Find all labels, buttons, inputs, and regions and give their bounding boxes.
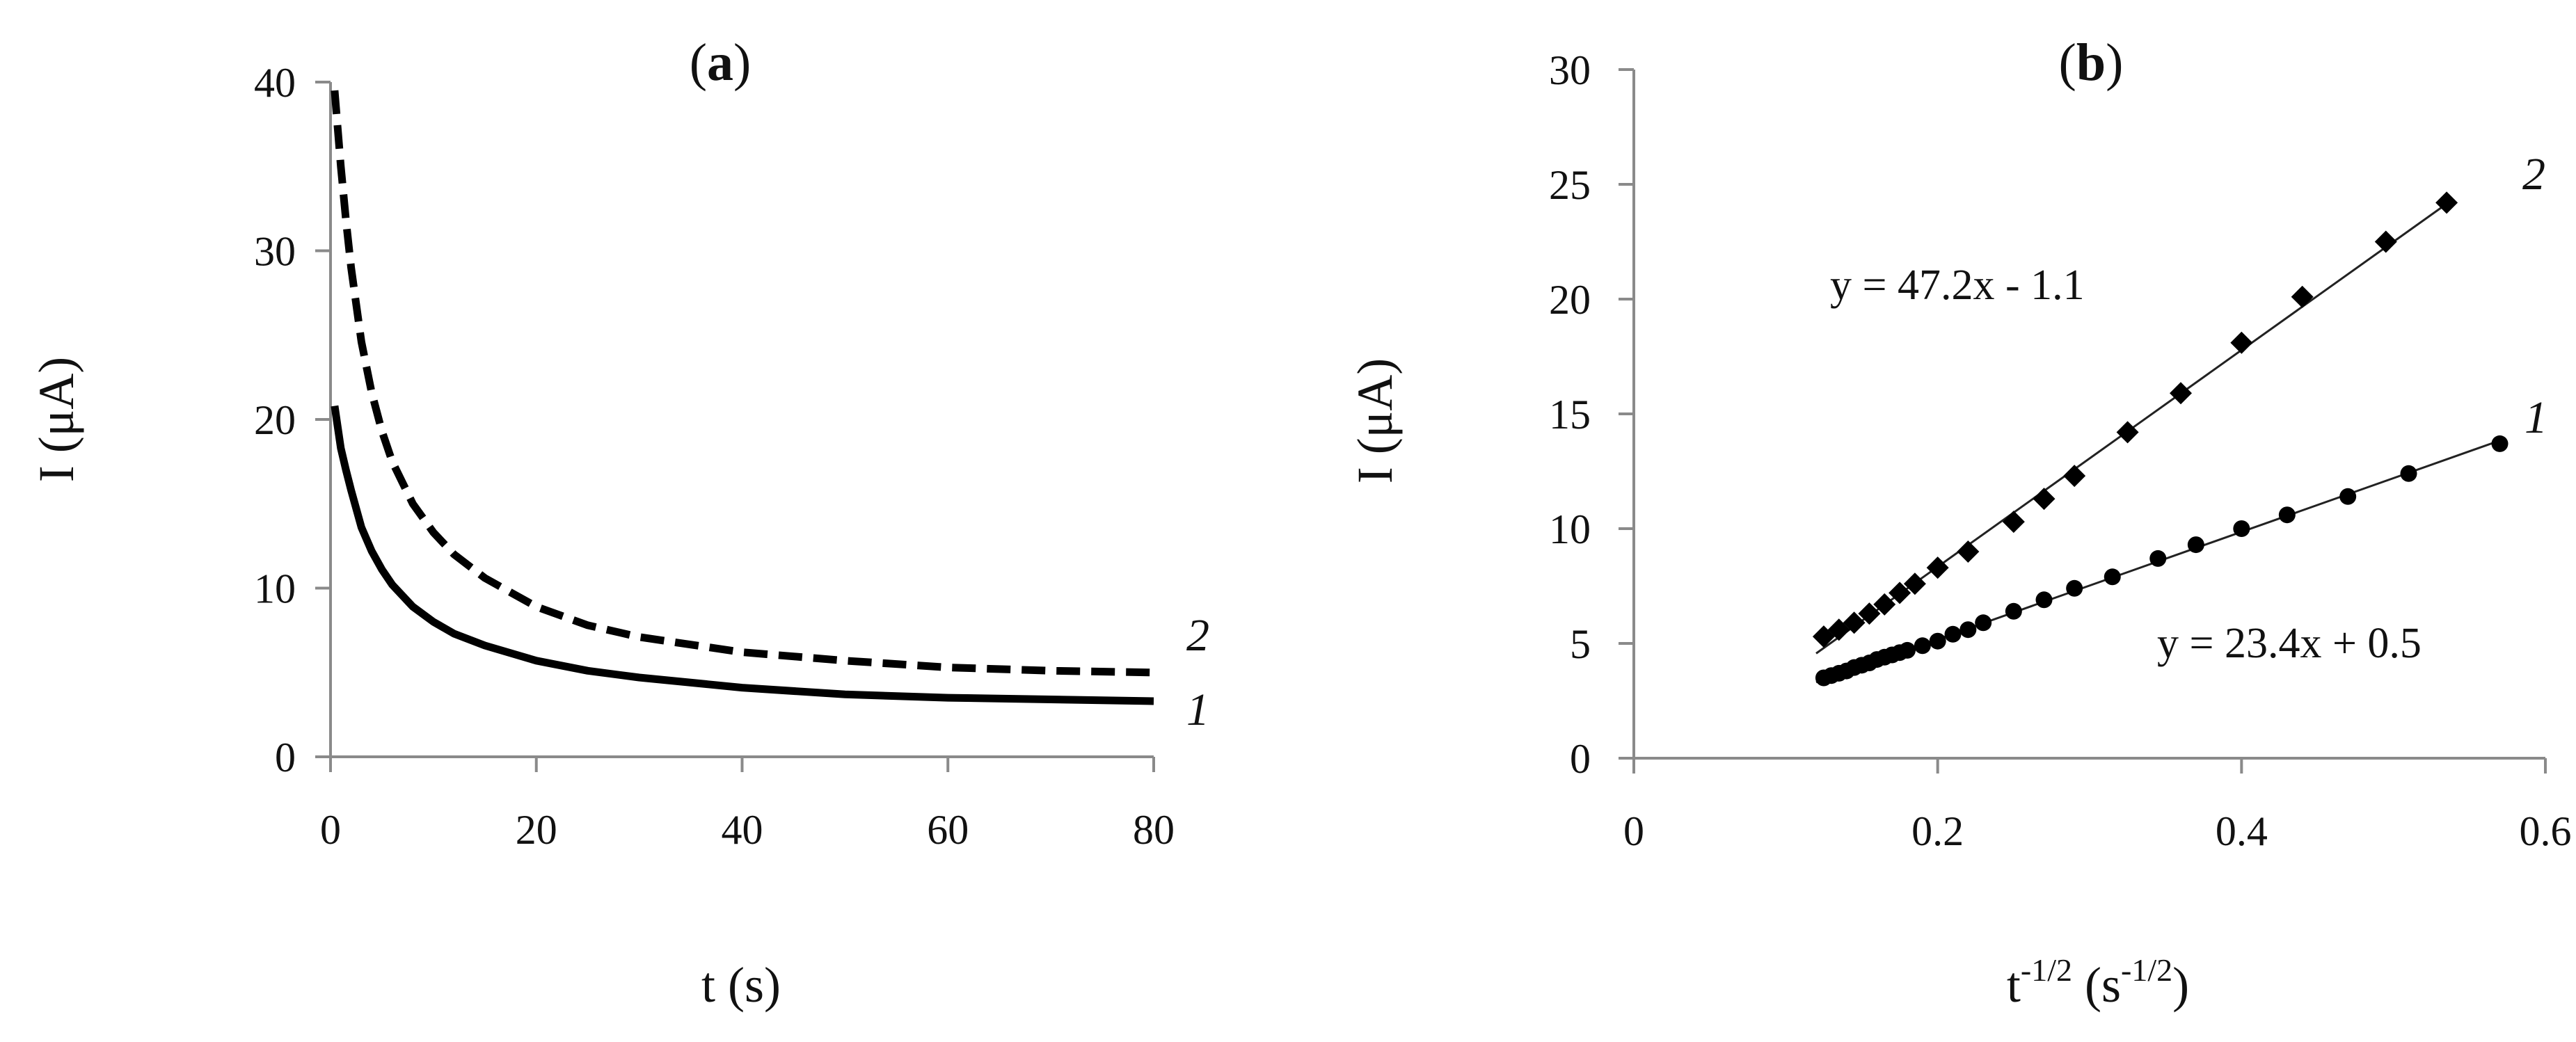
panel-a-title-letter: a: [707, 33, 733, 92]
panel-b-series-2-point: [2116, 421, 2139, 444]
panel-b-series-2-point: [1926, 556, 1949, 579]
panel-b-series-2-point: [2033, 488, 2056, 511]
panel-b-y-tick-label: 0: [1570, 736, 1591, 782]
panel-b-series-2-point: [2170, 382, 2192, 405]
panel-a-x-tick-label: 0: [320, 807, 341, 853]
panel-b-title: (b): [2059, 33, 2124, 92]
panel-a-x-tick-label: 40: [722, 807, 763, 853]
panel-b-y-tick-label: 15: [1549, 392, 1591, 438]
panel-b-x-ticks: 0 0.2 0.4 0.6: [1623, 758, 2572, 854]
panel-a-y-tick-label: 40: [254, 60, 296, 106]
panel-b-series-2-point: [1873, 593, 1896, 616]
panel-b-curve-label-2: 2: [2522, 149, 2545, 200]
panel-b-series-2-point: [2435, 191, 2458, 214]
panel-b-y-ticks: 0 5 10 15 20 25 30: [1549, 47, 1634, 782]
panel-b-series-2-point: [1858, 602, 1881, 625]
panel-b-series-1-point: [2149, 550, 2167, 567]
panel-b-series-1-point: [2491, 435, 2509, 452]
panel-b-fit-equation-1: y = 23.4x + 0.5: [2157, 620, 2422, 667]
panel-b-x-tick-label: 0.6: [2520, 808, 2572, 854]
panel-a-curve-label-1: 1: [1186, 684, 1209, 735]
panel-a-x-tick-label: 60: [927, 807, 969, 853]
panel-a-time-current: (a) 0 10 20 30 40 0 20 40 60 80 2 1 t (s) I (μA): [29, 33, 1209, 1013]
panel-b-series-1-point: [1944, 625, 1962, 643]
panel-b-x-axis-label: t-1/2 (s-1/2): [2007, 952, 2189, 1013]
panel-a-x-tick-label: 80: [1133, 807, 1175, 853]
panel-a-title: (a): [690, 33, 752, 92]
panel-b-fit-equation-2: y = 47.2x - 1.1: [1830, 262, 2085, 309]
panel-b-series-1-point: [2233, 520, 2250, 537]
panel-a-x-axis-label: t (s): [701, 957, 781, 1013]
panel-b-series-2-point: [1903, 572, 1926, 595]
panel-b-series-1-point: [2400, 465, 2417, 482]
panel-a-series: [331, 90, 1154, 705]
panel-b-series-1-point: [2066, 579, 2083, 597]
panel-b-series-1-point: [2187, 536, 2204, 554]
panel-b-series-1-point: [2035, 591, 2053, 609]
panel-b-y-axis-label: I (μA): [1347, 358, 1403, 484]
panel-b-y-tick-label: 25: [1549, 162, 1591, 208]
panel-b-y-tick-label: 30: [1549, 47, 1591, 93]
panel-b-cottrell-plot: (b) 0 5 10 15 20 25 30 0 0.2 0.4 0.6 y = 47.2x - …: [1347, 33, 2572, 1013]
panel-b-series: [1812, 191, 2509, 687]
panel-b-series-1-point: [1914, 637, 1931, 655]
panel-a-y-tick-label: 10: [254, 566, 296, 612]
panel-b-series-1-point: [2278, 506, 2296, 524]
panel-a-y-tick-label: 30: [254, 229, 296, 275]
panel-b-series-2-point: [2230, 331, 2253, 354]
panel-b-series-1-point: [1975, 614, 1992, 632]
panel-b-series-2-point: [1957, 540, 1980, 563]
panel-a-series-1-line: [331, 405, 1154, 705]
panel-b-y-tick-label: 10: [1549, 506, 1591, 552]
panel-a-curve-label-2: 2: [1186, 610, 1209, 661]
panel-b-series-1-point: [1959, 621, 1977, 639]
panel-b-series-1-point: [1929, 632, 1946, 650]
panel-b-series-2-point: [2002, 511, 2025, 534]
panel-b-x-tick-label: 0.2: [1911, 808, 1964, 854]
panel-a-y-tick-label: 20: [254, 397, 296, 443]
panel-b-series-1-point: [2104, 568, 2121, 586]
panel-b-y-tick-label: 20: [1549, 277, 1591, 323]
panel-a-x-ticks: 0 20 40 60 80: [320, 757, 1175, 853]
panel-a-x-tick-label: 20: [516, 807, 557, 853]
panel-b-curve-label-1: 1: [2525, 392, 2547, 443]
panel-b-x-tick-label: 0.4: [2216, 808, 2268, 854]
panel-a-y-tick-label: 0: [275, 735, 296, 780]
panel-b-series-1-point: [2339, 488, 2357, 505]
panel-b-x-tick-label: 0: [1623, 808, 1644, 854]
panel-b-series-2-point: [1843, 611, 1866, 634]
panel-b-series-1-point: [1899, 641, 1916, 659]
panel-b-series-1-point: [2005, 602, 2022, 620]
panel-a-y-ticks: 0 10 20 30 40: [254, 60, 331, 780]
panel-b-series-2-point: [2374, 230, 2397, 253]
panel-b-title-letter: b: [2076, 33, 2106, 92]
panel-a-y-axis-label: I (μA): [29, 357, 84, 483]
panel-b-y-tick-label: 5: [1570, 621, 1591, 667]
panel-b-series-2-point: [2291, 285, 2314, 308]
panel-a-series-2-line: [331, 90, 1154, 677]
panel-b-series-2-point: [2063, 465, 2086, 488]
panel-b-series-2-point: [1889, 582, 1911, 604]
